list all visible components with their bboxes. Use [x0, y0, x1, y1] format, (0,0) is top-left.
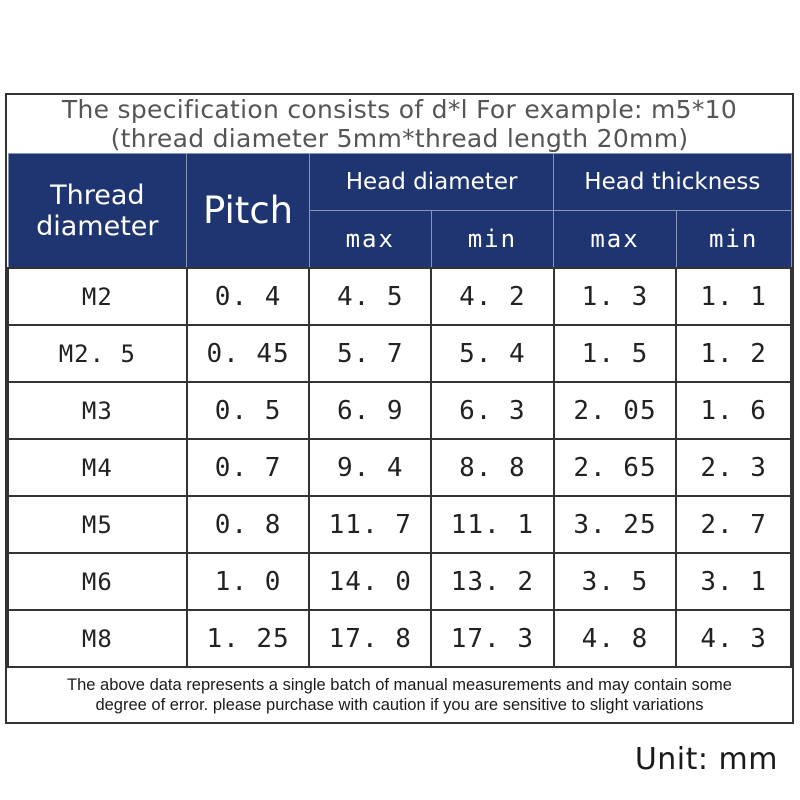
cell-head-diameter-max: 4. 5 — [308, 267, 433, 326]
measurement-note: The above data represents a single batch… — [7, 666, 792, 722]
cell-pitch: 1. 25 — [185, 609, 311, 668]
cell-head-thickness-max: 2. 05 — [552, 381, 678, 440]
cell-head-thickness-min: 1. 1 — [675, 267, 792, 326]
cell-pitch: 0. 45 — [185, 324, 311, 383]
cell-head-thickness-max: 4. 8 — [552, 609, 678, 668]
header-thread-diameter: Thread diameter — [7, 153, 188, 269]
table-row: M8 1. 25 17. 8 17. 3 4. 8 4. 3 — [7, 609, 792, 668]
spec-line-2: (thread diameter 5mm*thread length 20mm) — [110, 124, 689, 153]
cell-head-thickness-min: 2. 7 — [675, 495, 792, 554]
header-head-thickness-max: max — [553, 210, 677, 269]
cell-head-thickness-min: 4. 3 — [675, 609, 792, 668]
cell-head-diameter-max: 9. 4 — [308, 438, 433, 497]
cell-head-diameter-min: 5. 4 — [430, 324, 555, 383]
cell-head-diameter-max: 14. 0 — [308, 552, 433, 611]
cell-pitch: 0. 4 — [185, 267, 311, 326]
cell-head-thickness-min: 1. 6 — [675, 381, 792, 440]
cell-pitch: 1. 0 — [185, 552, 311, 611]
table-row: M2 0. 4 4. 5 4. 2 1. 3 1. 1 — [7, 267, 792, 326]
cell-head-diameter-min: 13. 2 — [430, 552, 555, 611]
cell-head-thickness-min: 1. 2 — [675, 324, 792, 383]
note-line-1: The above data represents a single batch… — [67, 676, 732, 694]
spec-sheet: The specification consists of d*l For ex… — [5, 93, 794, 724]
cell-head-diameter-max: 6. 9 — [308, 381, 433, 440]
cell-head-diameter-max: 17. 8 — [308, 609, 433, 668]
header-pitch: Pitch — [186, 153, 310, 269]
spec-line-1: The specification consists of d*l For ex… — [61, 95, 738, 124]
cell-head-diameter-min: 17. 3 — [430, 609, 555, 668]
table-row: M3 0. 5 6. 9 6. 3 2. 05 1. 6 — [7, 381, 792, 440]
table-row: M2. 5 0. 45 5. 7 5. 4 1. 5 1. 2 — [7, 324, 792, 383]
unit-label: Unit: mm — [634, 742, 778, 777]
cell-head-thickness-max: 2. 65 — [552, 438, 678, 497]
header-head-diameter: Head diameter — [308, 153, 555, 211]
cell-head-thickness-max: 1. 3 — [552, 267, 678, 326]
cell-head-thickness-max: 3. 25 — [552, 495, 678, 554]
cell-head-diameter-min: 4. 2 — [430, 267, 555, 326]
table-body: M2 0. 4 4. 5 4. 2 1. 3 1. 1 M2. 5 0. 45 … — [7, 267, 792, 668]
cell-head-diameter-min: 6. 3 — [430, 381, 555, 440]
header-head-diameter-min: min — [430, 210, 555, 269]
cell-head-thickness-min: 2. 3 — [675, 438, 792, 497]
cell-pitch: 0. 5 — [185, 381, 311, 440]
cell-pitch: 0. 7 — [185, 438, 311, 497]
cell-head-diameter-max: 11. 7 — [308, 495, 433, 554]
table-row: M4 0. 7 9. 4 8. 8 2. 65 2. 3 — [7, 438, 792, 497]
cell-thread: M2 — [7, 267, 188, 326]
header-head-thickness-min: min — [675, 210, 792, 269]
table-row: M6 1. 0 14. 0 13. 2 3. 5 3. 1 — [7, 552, 792, 611]
cell-head-thickness-min: 3. 1 — [675, 552, 792, 611]
cell-head-thickness-max: 3. 5 — [552, 552, 678, 611]
cell-head-diameter-min: 11. 1 — [430, 495, 555, 554]
cell-thread: M6 — [7, 552, 188, 611]
cell-thread: M5 — [7, 495, 188, 554]
cell-head-diameter-max: 5. 7 — [308, 324, 433, 383]
cell-pitch: 0. 8 — [185, 495, 311, 554]
cell-head-thickness-max: 1. 5 — [552, 324, 678, 383]
table-header: Thread diameter Pitch Head diameter Head… — [7, 153, 792, 269]
note-line-2: degree of error. please purchase with ca… — [95, 696, 704, 714]
table-row: M5 0. 8 11. 7 11. 1 3. 25 2. 7 — [7, 495, 792, 554]
header-thread-line1: Thread — [50, 179, 145, 211]
header-head-thickness: Head thickness — [553, 153, 792, 211]
cell-thread: M4 — [7, 438, 188, 497]
cell-thread: M2. 5 — [7, 324, 188, 383]
header-head-diameter-max: max — [308, 210, 432, 269]
spec-description: The specification consists of d*l For ex… — [7, 95, 792, 153]
header-thread-line2: diameter — [36, 210, 159, 242]
cell-head-diameter-min: 8. 8 — [430, 438, 555, 497]
cell-thread: M3 — [7, 381, 188, 440]
spec-table: Thread diameter Pitch Head diameter Head… — [7, 153, 792, 668]
cell-thread: M8 — [7, 609, 188, 668]
